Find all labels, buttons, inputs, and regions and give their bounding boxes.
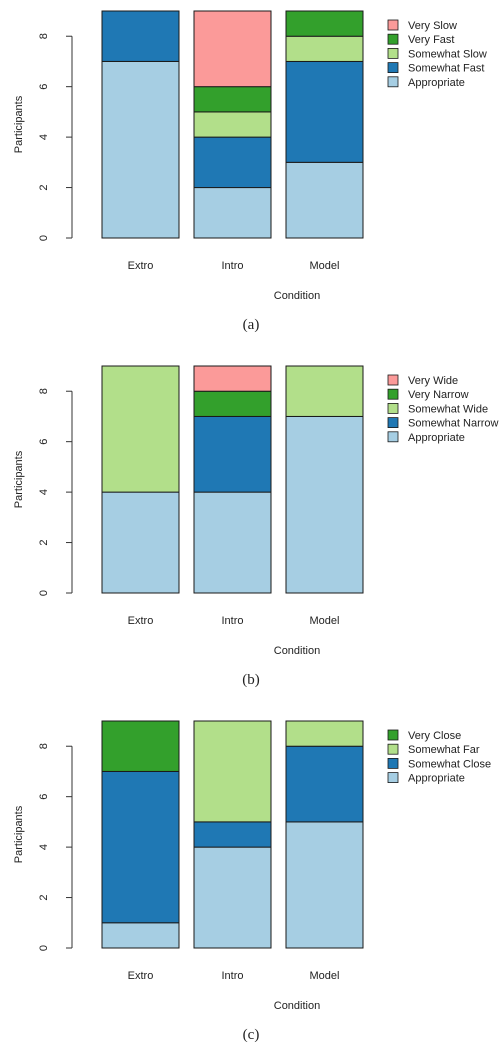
y-tick-label: 0: [38, 590, 50, 596]
bar-segment-intro-very-fast: [193, 86, 272, 113]
y-axis-label: Participants: [13, 95, 25, 153]
x-category-label: Model: [310, 970, 340, 982]
legend-swatch: [387, 19, 399, 31]
legend-label: Very Narrow: [408, 389, 469, 401]
legend-swatch: [387, 772, 399, 783]
legend-label: Very Close: [408, 730, 461, 742]
bar-segment-model-somewhat-close: [285, 745, 364, 823]
y-tick-label: 4: [38, 844, 50, 850]
x-category-label: Extro: [128, 260, 154, 272]
y-tick-label: 2: [38, 539, 50, 545]
x-category-label: Extro: [128, 615, 154, 627]
legend: Very Slow Very Fast Somewhat Slow Somewhat …: [387, 19, 487, 89]
y-tick-label: 0: [38, 235, 50, 241]
y-tick-label: 2: [38, 894, 50, 900]
chart-panel-a: 0 2 4 6 8 Participants Extro Intro Model Conditio…: [13, 10, 487, 333]
x-axis-label: Condition: [274, 290, 320, 302]
bar-segment-model-somewhat-far: [285, 720, 364, 747]
bar-segment-intro-somewhat-far: [193, 720, 272, 823]
legend-label: Somewhat Wide: [408, 403, 488, 415]
bar-segment-intro-somewhat-fast: [193, 136, 272, 189]
legend-swatch: [387, 417, 399, 428]
bar-segment-intro-very-wide: [193, 365, 272, 392]
chart-panel-b: 0 2 4 6 8 Participants Extro Intro Model Conditio…: [13, 365, 499, 688]
x-category-label: Intro: [221, 260, 243, 272]
bar-segment-extro-appropriate: [101, 60, 180, 239]
bar-segment-model-appropriate: [285, 821, 364, 949]
bar-segment-extro-somewhat-fast: [101, 10, 180, 62]
legend-label: Very Fast: [408, 34, 454, 46]
legend-label: Very Slow: [408, 20, 457, 32]
bar-segment-model-somewhat-wide: [285, 365, 364, 417]
y-tick-label: 8: [38, 33, 50, 39]
bar-segment-model-appropriate: [285, 415, 364, 594]
legend-label: Very Wide: [408, 375, 458, 387]
legend: Very Wide Very Narrow Somewhat Wide Somewha…: [387, 374, 499, 444]
bar-segment-extro-appropriate: [101, 491, 180, 594]
bar-segment-intro-appropriate: [193, 846, 272, 949]
legend-swatch: [387, 33, 399, 45]
y-tick-label: 8: [38, 388, 50, 394]
bar-segment-model-somewhat-slow: [285, 35, 364, 62]
legend-label: Somewhat Far: [408, 744, 480, 756]
legend-swatch: [387, 388, 399, 400]
x-category-label: Extro: [128, 970, 154, 982]
bar-segment-intro-appropriate: [193, 491, 272, 594]
bar-segment-extro-somewhat-wide: [101, 365, 180, 493]
legend-label: Somewhat Slow: [408, 48, 487, 60]
y-axis-label: Participants: [13, 450, 25, 508]
y-tick-label: 6: [38, 794, 50, 800]
y-tick-label: 2: [38, 184, 50, 190]
legend-label: Appropriate: [408, 432, 465, 444]
x-category-label: Intro: [221, 970, 243, 982]
legend-swatch: [387, 729, 399, 741]
y-tick-label: 4: [38, 134, 50, 140]
y-tick-label: 6: [38, 84, 50, 90]
legend-label: Appropriate: [408, 77, 465, 89]
bar-segment-extro-somewhat-close: [101, 770, 180, 924]
bar-segment-intro-somewhat-slow: [193, 111, 272, 138]
y-tick-label: 0: [38, 945, 50, 951]
legend-swatch: [387, 758, 399, 769]
x-category-label: Intro: [221, 615, 243, 627]
y-tick-label: 8: [38, 743, 50, 749]
bar-segment-model-very-fast: [285, 10, 364, 37]
figure-caption: (b): [242, 672, 260, 688]
legend-label: Somewhat Narrow: [408, 418, 499, 430]
bar-segment-intro-appropriate: [193, 187, 272, 239]
x-axis-label: Condition: [274, 645, 320, 657]
legend-swatch: [387, 374, 399, 386]
bar-segment-extro-very-close: [101, 720, 180, 772]
x-axis-label: Condition: [274, 1000, 320, 1012]
legend-label: Somewhat Close: [408, 758, 491, 770]
legend-swatch: [387, 431, 399, 443]
legend-swatch: [387, 48, 399, 59]
y-tick-label: 4: [38, 489, 50, 495]
bar-segment-model-somewhat-fast: [285, 60, 364, 163]
bar-segment-intro-somewhat-narrow: [193, 415, 272, 493]
bar-segment-intro-very-narrow: [193, 390, 272, 417]
legend-swatch: [387, 403, 399, 414]
legend-label: Somewhat Fast: [408, 63, 484, 75]
bar-segment-intro-very-slow: [193, 10, 272, 88]
figure-caption: (a): [243, 317, 260, 333]
bar-segment-intro-somewhat-close: [193, 821, 272, 848]
legend-label: Appropriate: [408, 773, 465, 785]
x-category-label: Model: [310, 615, 340, 627]
y-axis-label: Participants: [13, 805, 25, 863]
figure-caption: (c): [243, 1027, 260, 1043]
bar-segment-extro-appropriate: [101, 922, 180, 949]
x-category-label: Model: [310, 260, 340, 272]
legend-swatch: [387, 62, 399, 73]
y-tick-label: 6: [38, 439, 50, 445]
bar-segment-model-appropriate: [285, 161, 364, 239]
legend: Very Close Somewhat Far Somewhat Close Appr…: [387, 729, 491, 785]
chart-panel-c: 0 2 4 6 8 Participants Extro Intro Model Conditio…: [13, 720, 491, 1043]
legend-swatch: [387, 743, 399, 755]
legend-swatch: [387, 76, 399, 88]
